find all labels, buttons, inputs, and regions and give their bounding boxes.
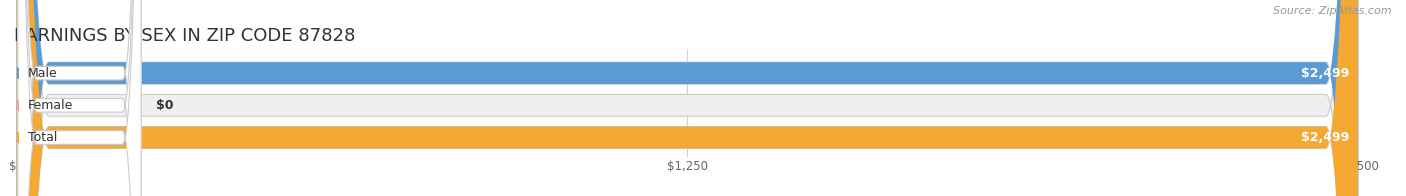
- FancyBboxPatch shape: [18, 0, 141, 196]
- Text: Source: ZipAtlas.com: Source: ZipAtlas.com: [1274, 6, 1392, 16]
- FancyBboxPatch shape: [17, 0, 1358, 196]
- Text: $2,499: $2,499: [1301, 67, 1350, 80]
- FancyBboxPatch shape: [17, 0, 1358, 196]
- FancyBboxPatch shape: [17, 0, 1358, 196]
- Text: Female: Female: [28, 99, 73, 112]
- Text: Male: Male: [28, 67, 58, 80]
- FancyBboxPatch shape: [18, 0, 141, 196]
- Text: $2,499: $2,499: [1301, 131, 1350, 144]
- FancyBboxPatch shape: [18, 0, 141, 196]
- Text: EARNINGS BY SEX IN ZIP CODE 87828: EARNINGS BY SEX IN ZIP CODE 87828: [14, 27, 356, 45]
- FancyBboxPatch shape: [17, 0, 1358, 196]
- Text: Total: Total: [28, 131, 58, 144]
- FancyBboxPatch shape: [17, 0, 1358, 196]
- Text: $0: $0: [156, 99, 174, 112]
